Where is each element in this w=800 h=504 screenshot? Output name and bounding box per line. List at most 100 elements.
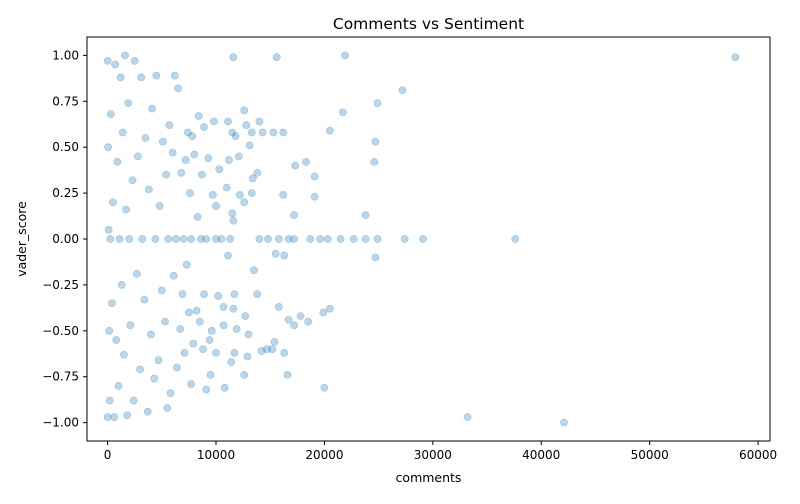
- data-point: [183, 128, 192, 137]
- data-point: [419, 235, 427, 243]
- data-point: [187, 380, 195, 388]
- x-tick-label: 0: [104, 448, 112, 462]
- data-point: [108, 299, 116, 308]
- y-tick-label: 0.75: [52, 94, 79, 108]
- data-point: [371, 137, 380, 146]
- data-point: [115, 235, 124, 243]
- data-point: [400, 235, 409, 243]
- data-point: [200, 290, 208, 298]
- data-point: [338, 108, 347, 117]
- data-point: [361, 211, 370, 220]
- data-point: [119, 350, 128, 359]
- data-point: [229, 304, 238, 313]
- data-point: [244, 330, 253, 339]
- data-point: [731, 53, 740, 62]
- data-point: [283, 370, 292, 379]
- data-point: [264, 235, 272, 243]
- data-point: [336, 235, 345, 243]
- data-point: [248, 174, 257, 183]
- data-point: [199, 345, 207, 354]
- data-point: [130, 56, 139, 65]
- data-point: [202, 385, 211, 394]
- data-point: [182, 260, 191, 269]
- data-point: [274, 303, 283, 311]
- data-point: [304, 317, 313, 326]
- data-point: [104, 225, 113, 234]
- data-point: [230, 348, 239, 357]
- data-point: [165, 121, 174, 130]
- data-point: [215, 165, 224, 174]
- data-point: [181, 156, 190, 164]
- data-point: [155, 202, 164, 210]
- data-point: [214, 292, 223, 300]
- data-point: [141, 134, 150, 142]
- data-point: [162, 170, 171, 179]
- data-point: [161, 317, 169, 326]
- x-tick-label: 20000: [305, 448, 343, 462]
- data-point: [116, 73, 125, 82]
- data-point: [124, 99, 133, 108]
- data-point: [212, 235, 220, 243]
- data-point: [560, 418, 568, 427]
- data-point: [290, 321, 298, 330]
- data-point: [225, 156, 233, 164]
- data-point: [190, 150, 199, 159]
- data-point: [147, 330, 155, 339]
- data-point: [194, 112, 203, 120]
- data-point: [229, 216, 238, 225]
- x-tick-label: 30000: [414, 448, 452, 462]
- data-point: [268, 345, 277, 354]
- data-point: [219, 303, 228, 311]
- data-point: [103, 413, 112, 422]
- data-point: [219, 321, 228, 330]
- data-point: [177, 168, 186, 177]
- data-point: [279, 128, 288, 137]
- data-point: [174, 84, 182, 93]
- data-point: [207, 326, 216, 335]
- data-point: [217, 235, 226, 243]
- data-point: [310, 172, 319, 181]
- y-tick-label: −0.75: [42, 370, 79, 384]
- data-point: [243, 352, 252, 361]
- y-tick-label: 0.50: [52, 140, 79, 154]
- data-point: [202, 235, 211, 243]
- data-point: [192, 306, 201, 315]
- data-point: [206, 370, 215, 379]
- data-point: [284, 235, 293, 243]
- data-point: [140, 295, 149, 304]
- data-point: [170, 71, 179, 80]
- data-point: [240, 106, 249, 115]
- data-point: [151, 235, 160, 243]
- data-point: [193, 213, 202, 221]
- data-point: [240, 198, 249, 207]
- data-point: [222, 183, 231, 192]
- data-point: [143, 407, 152, 416]
- data-point: [125, 235, 134, 243]
- data-point: [230, 290, 239, 298]
- data-point: [291, 161, 300, 170]
- chart-title: Comments vs Sentiment: [333, 15, 524, 33]
- data-point: [171, 235, 180, 243]
- data-point: [186, 189, 194, 197]
- data-point: [316, 235, 324, 243]
- data-point: [296, 312, 305, 321]
- data-point: [241, 312, 250, 321]
- data-point: [109, 198, 117, 207]
- data-point: [187, 235, 195, 243]
- data-point: [247, 128, 256, 137]
- data-point: [113, 157, 122, 166]
- data-point: [279, 191, 288, 199]
- data-point: [164, 235, 173, 243]
- data-point: [129, 396, 138, 405]
- data-point: [247, 189, 256, 197]
- x-tick-label: 60000: [739, 448, 777, 462]
- data-point: [270, 337, 279, 346]
- data-point: [373, 99, 382, 108]
- data-point: [361, 235, 370, 243]
- x-axis: 0 10000 20000 30000 40000 50000 60000: [104, 441, 777, 462]
- y-axis: 1.00 0.75 0.50 0.25 0.00 −0.25 −0.50 −0.75 −1.00: [42, 48, 87, 430]
- data-point: [227, 358, 236, 366]
- data-point: [189, 339, 198, 348]
